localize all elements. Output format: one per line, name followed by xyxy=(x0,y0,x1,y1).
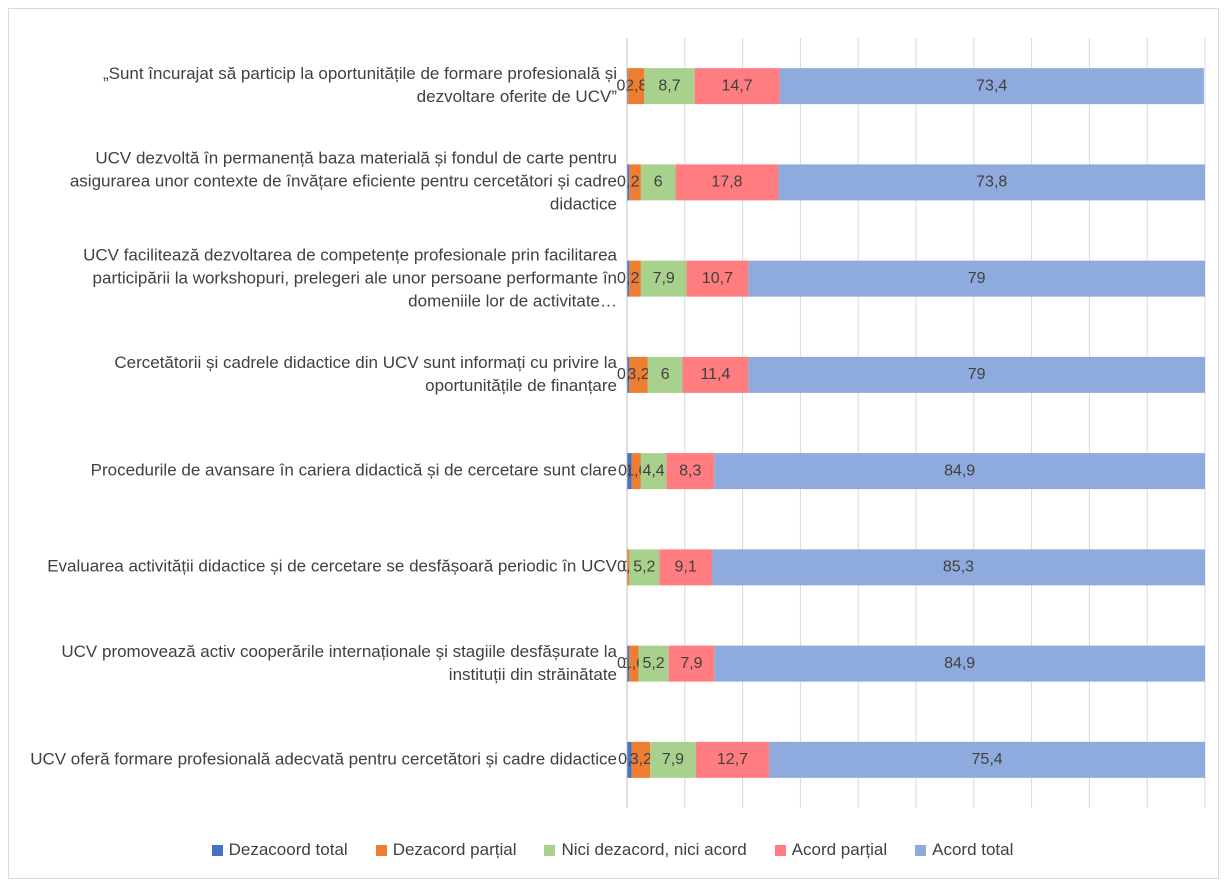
legend-swatch xyxy=(774,844,786,856)
data-label: 75,4 xyxy=(972,751,1003,768)
legend-swatch xyxy=(375,844,387,856)
legend-item: Nici dezacord, nici acord xyxy=(544,840,747,860)
bar-segment xyxy=(629,356,648,393)
data-label: 7,9 xyxy=(653,270,675,287)
legend-label: Dezacord parțial xyxy=(392,840,517,859)
data-label: 5,2 xyxy=(633,559,655,576)
bar-segment xyxy=(640,164,676,201)
bar-segment xyxy=(627,645,630,682)
data-label: 5,2 xyxy=(642,655,664,672)
bar-segment xyxy=(714,645,1205,682)
data-label: 10,7 xyxy=(702,270,733,287)
bar-segment xyxy=(627,741,632,778)
bar-segment xyxy=(644,68,695,105)
category-label: UCV promovează activ cooperările interna… xyxy=(61,641,617,684)
data-label: 3,2 xyxy=(627,366,649,383)
legend-label: Dezacoord total xyxy=(228,840,348,859)
data-label: 84,9 xyxy=(944,462,975,479)
bar-segment xyxy=(748,356,1205,393)
bar-segment xyxy=(748,260,1205,297)
data-label: 84,9 xyxy=(944,655,975,672)
data-label: 6 xyxy=(654,174,663,191)
bar-segment xyxy=(714,453,1205,490)
data-label: 2,8 xyxy=(625,77,647,94)
data-label: 7,9 xyxy=(662,751,684,768)
bar-segment xyxy=(631,453,641,490)
bar-segment xyxy=(778,164,1205,201)
bar-segment xyxy=(640,453,667,490)
data-label: 8,3 xyxy=(679,462,701,479)
data-label: 85,3 xyxy=(943,559,974,576)
bar-segment xyxy=(627,68,629,105)
bar-segment xyxy=(629,260,641,297)
data-label: 2 xyxy=(631,174,640,191)
legend: Dezacoord total Dezacord parțial Nici deza… xyxy=(0,840,1225,860)
legend-swatch xyxy=(211,844,223,856)
data-label: 79 xyxy=(968,366,986,383)
bar-segment xyxy=(629,164,641,201)
bar-segment xyxy=(627,356,630,393)
data-label: 2 xyxy=(631,270,640,287)
data-label: 7,9 xyxy=(680,655,702,672)
legend-label: Acord parțial xyxy=(791,840,888,859)
chart-border xyxy=(8,8,1219,879)
bar-segment xyxy=(640,260,687,297)
bar-segment xyxy=(647,356,683,393)
data-label: 8,7 xyxy=(658,77,680,94)
category-label: „Sunt încurajat să particip la oportunit… xyxy=(102,64,617,107)
data-label: 14,7 xyxy=(722,77,753,94)
bar-segment xyxy=(711,549,1205,586)
bar-segment xyxy=(779,68,1204,105)
bar-segment xyxy=(686,260,749,297)
bar-segment xyxy=(631,741,651,778)
data-label: 3,2 xyxy=(630,751,652,768)
bar-segment xyxy=(628,68,645,105)
legend-item: Dezacoord total xyxy=(211,840,348,860)
data-label: 79 xyxy=(968,270,986,287)
bar-segment xyxy=(627,549,630,586)
bar-segment xyxy=(666,453,715,490)
legend-swatch xyxy=(915,844,927,856)
legend-label: Nici dezacord, nici acord xyxy=(561,840,747,859)
bar-segment xyxy=(682,356,749,393)
category-label: UCV dezvoltă în permanență baza material… xyxy=(69,148,617,214)
bar-segment xyxy=(638,645,669,682)
bar-segment xyxy=(675,164,779,201)
category-label: UCV facilitează dezvoltarea de competenț… xyxy=(83,245,617,311)
bar-segment xyxy=(629,645,639,682)
legend-swatch xyxy=(544,844,556,856)
bar-segment xyxy=(694,68,780,105)
bar-segment xyxy=(668,645,715,682)
bar-segment xyxy=(659,549,712,586)
legend-item: Dezacord parțial xyxy=(375,840,517,860)
bar-segment xyxy=(695,741,770,778)
bar-segment xyxy=(629,549,660,586)
data-label: 4,4 xyxy=(642,462,664,479)
data-label: 11,4 xyxy=(700,366,730,383)
data-label: 6 xyxy=(661,366,670,383)
category-label: UCV oferă formare profesională adecvată … xyxy=(30,749,617,769)
data-label: 12,7 xyxy=(717,751,748,768)
bar-segment xyxy=(769,741,1205,778)
category-label: Procedurile de avansare în cariera didac… xyxy=(90,460,617,480)
bar-segment xyxy=(627,260,630,297)
data-label: 73,4 xyxy=(976,77,1007,94)
legend-label: Acord total xyxy=(932,840,1014,859)
category-label: Evaluarea activității didactice și de ce… xyxy=(47,556,617,576)
data-label: 9,1 xyxy=(675,559,697,576)
bar-segment xyxy=(627,164,630,201)
category-label: Cercetătorii și cadrele didactice din UC… xyxy=(114,352,617,395)
bar-segment xyxy=(650,741,696,778)
data-label: 73,8 xyxy=(976,174,1007,191)
legend-item: Acord total xyxy=(915,840,1013,860)
legend-item: Acord parțial xyxy=(774,840,888,860)
data-label: 17,8 xyxy=(711,174,742,191)
bar-segment xyxy=(627,453,632,490)
